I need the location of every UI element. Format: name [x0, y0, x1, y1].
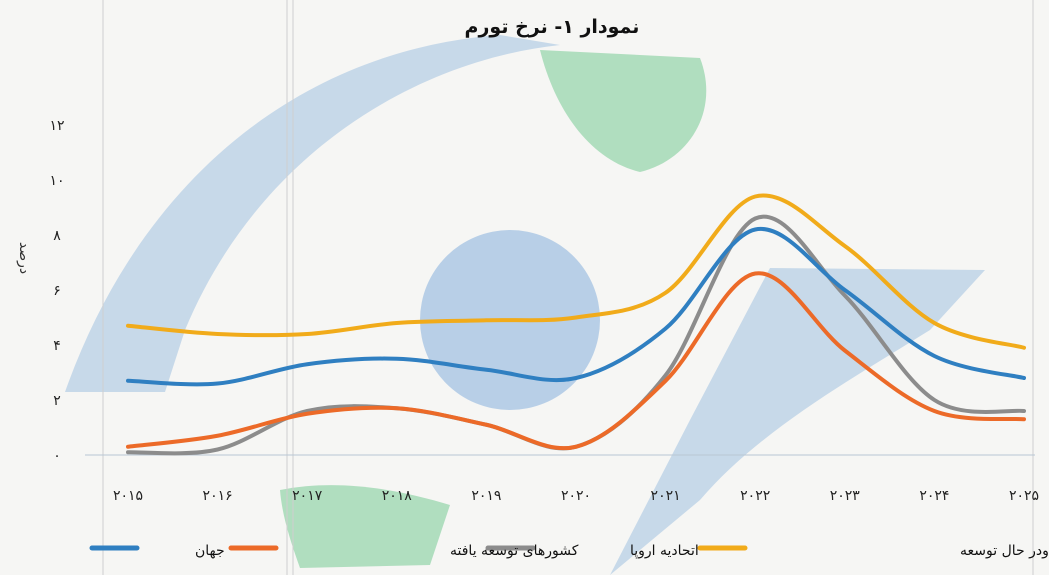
data-point: [574, 445, 578, 449]
x-tick-label: ۲۰۲۰: [561, 488, 591, 504]
watermark-green-top: [540, 50, 707, 172]
data-point: [395, 357, 399, 361]
y-tick-label: ۰: [53, 448, 61, 464]
y-tick-label: ۸: [53, 228, 61, 244]
data-point: [574, 376, 578, 380]
data-point: [1022, 417, 1026, 421]
y-axis-ticks: ۰ ۲ ۴ ۶ ۸ ۱۰ ۱۲: [49, 118, 64, 464]
data-point: [843, 349, 847, 352]
x-tick-label: ۲۰۱۷: [292, 488, 323, 504]
data-point: [932, 409, 936, 413]
y-tick-label: ۲: [53, 393, 61, 409]
data-point: [843, 244, 847, 248]
data-point: [753, 195, 757, 198]
legend-label: کشورهای توسعه یافته: [450, 543, 579, 559]
data-point: [216, 332, 220, 336]
watermark-arc: [65, 35, 560, 392]
watermark-green-bottom: [280, 485, 450, 568]
x-tick-label: ۲۰۲۳: [830, 488, 861, 504]
x-tick-label: ۲۰۱۶: [203, 488, 233, 504]
y-tick-label: ۶: [53, 283, 61, 299]
data-point: [484, 368, 488, 372]
data-point: [843, 288, 847, 292]
data-point: [126, 445, 130, 449]
y-axis-label: درصد: [16, 242, 32, 274]
data-point: [216, 434, 220, 438]
legend-label: جهان: [195, 543, 225, 559]
data-point: [126, 379, 130, 383]
series-line-3: [126, 193, 1026, 350]
data-point: [395, 406, 399, 410]
data-point: [932, 398, 936, 402]
x-tick-label: ۲۰۱۵: [113, 488, 143, 504]
series-line-0: [126, 226, 1026, 387]
data-point: [305, 412, 309, 416]
data-point: [305, 362, 309, 366]
x-tick-label: ۲۰۲۴: [919, 488, 949, 504]
x-tick-label: ۲۰۲۲: [740, 488, 770, 504]
data-point: [664, 373, 668, 377]
data-point: [126, 324, 130, 328]
data-point: [216, 382, 220, 385]
data-point: [664, 379, 668, 383]
data-point: [843, 294, 847, 297]
x-tick-label: ۲۰۲۱: [651, 488, 681, 504]
data-point: [664, 327, 668, 330]
data-point: [484, 423, 488, 427]
y-tick-label: ۴: [53, 338, 61, 354]
x-tick-label: ۲۰۱۹: [471, 488, 501, 504]
data-point: [753, 217, 757, 220]
data-point: [1022, 376, 1026, 380]
series-lines: [126, 193, 1026, 456]
x-axis-ticks: ۲۰۱۵ ۲۰۱۶ ۲۰۱۷ ۲۰۱۸ ۲۰۱۹ ۲۰۲۰ ۲۰۲۱ ۲۰۲۲ ۲۰۲۳ ۲۰۲۴…: [113, 488, 1039, 504]
legend-label: اتحادیه اروپا: [630, 543, 699, 559]
data-point: [664, 291, 668, 295]
data-point: [932, 354, 936, 358]
data-point: [216, 448, 220, 451]
data-point: [1022, 409, 1026, 413]
legend-label: کشورهای نوظهور ودر حال توسعه: [960, 543, 1049, 559]
data-point: [484, 318, 488, 322]
data-point: [395, 321, 399, 325]
x-tick-label: ۲۰۱۸: [382, 488, 413, 504]
chart-title: نمودار ۱- نرخ تورم: [465, 16, 640, 38]
data-point: [932, 321, 936, 325]
data-point: [1022, 346, 1026, 350]
series-line-1: [126, 271, 1026, 451]
y-tick-label: ۱۰: [49, 173, 64, 189]
watermark-lower-right: [610, 268, 985, 575]
data-point: [574, 316, 578, 319]
data-point: [753, 272, 757, 275]
data-point: [126, 450, 130, 454]
y-tick-label: ۱۲: [49, 118, 64, 134]
data-point: [753, 228, 757, 231]
legend: کشورهای نوظهور ودر حال توسعه اتحادیه اروپ…: [89, 543, 1049, 559]
data-point: [305, 332, 309, 336]
x-tick-label: ۲۰۲۵: [1009, 488, 1039, 504]
